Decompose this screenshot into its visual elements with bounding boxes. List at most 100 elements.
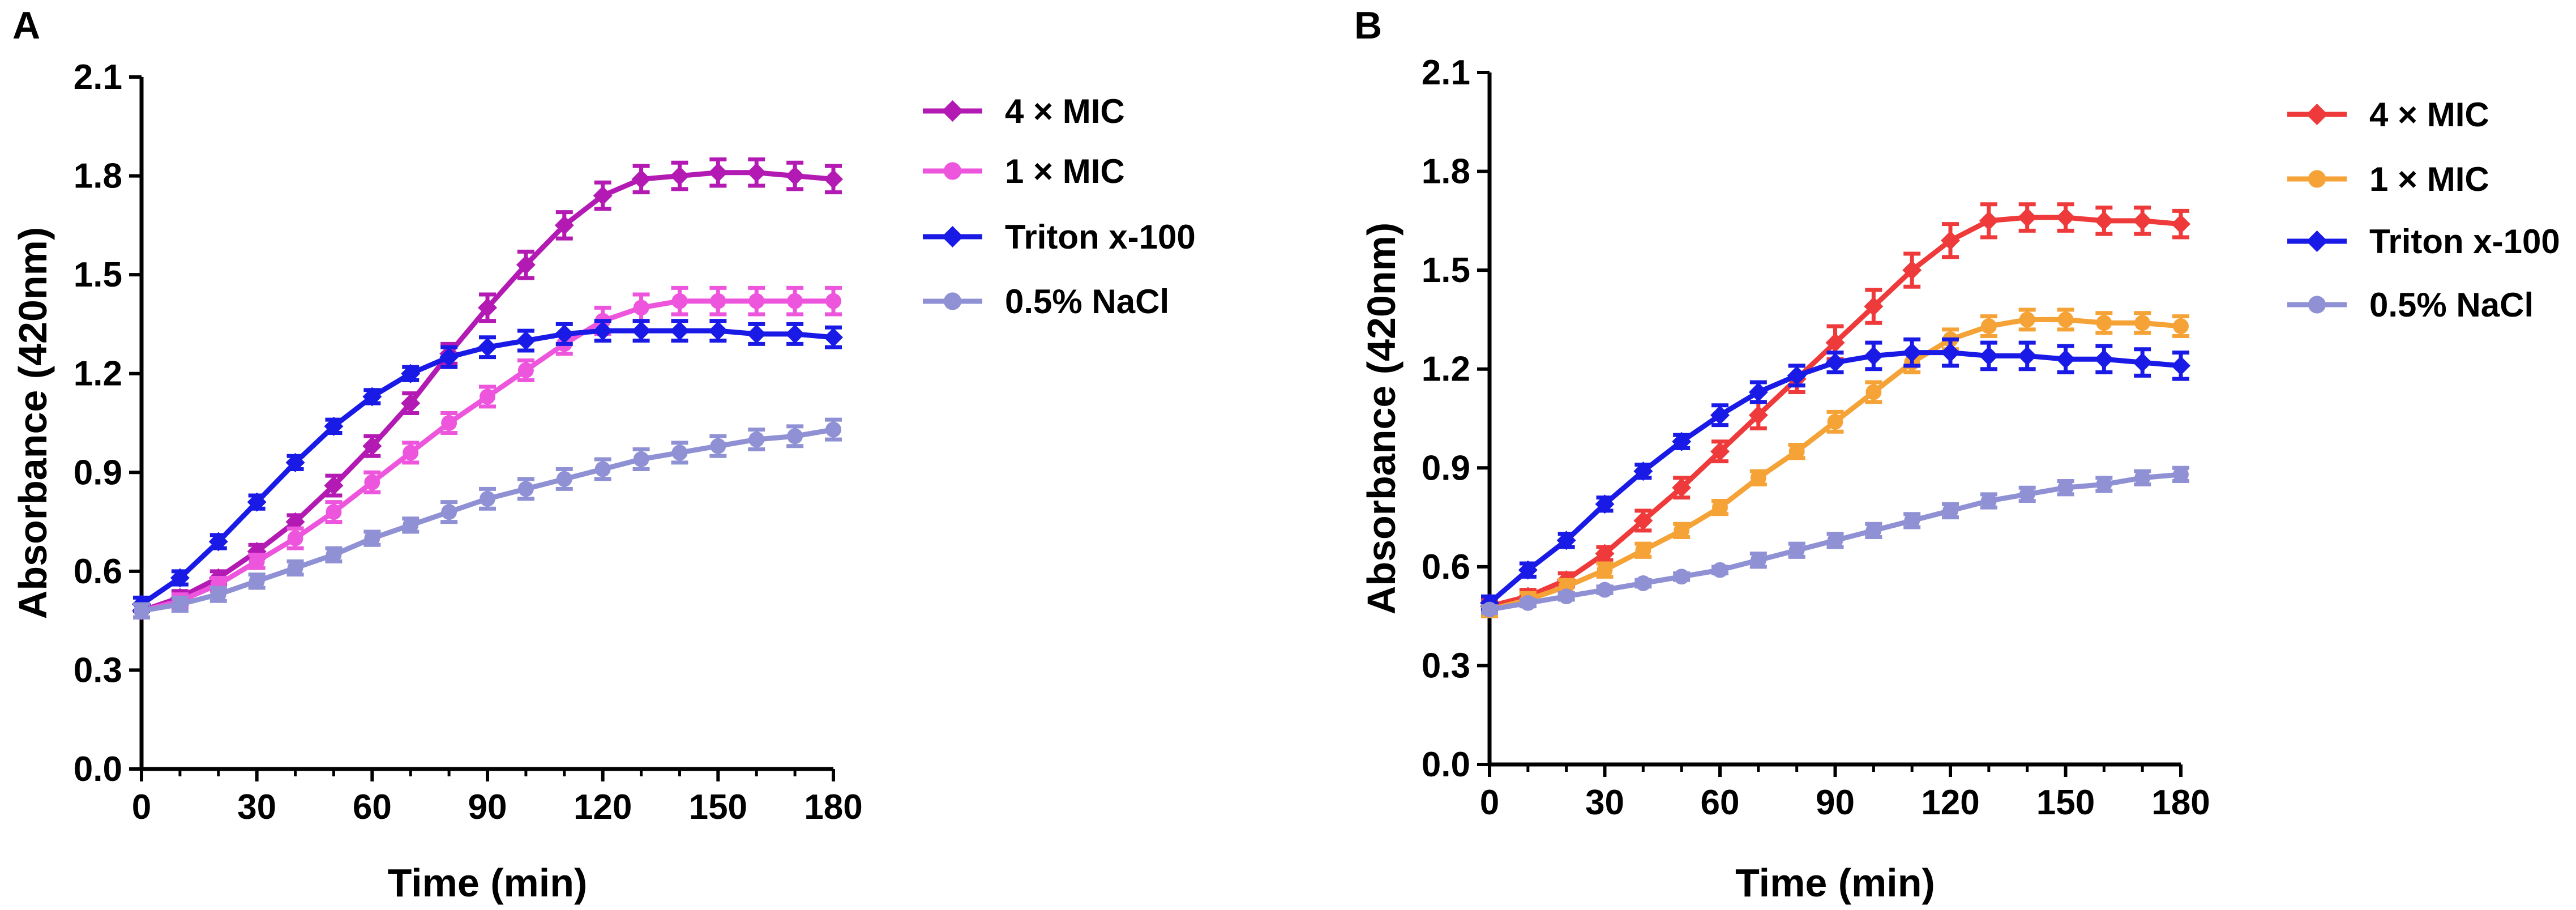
data-point bbox=[785, 324, 805, 344]
legend-label: Triton x-100 bbox=[1005, 218, 1196, 256]
panel-b: B 0.0 0.3 0.6 0.9 1.2 1.5 1.8 2.1 0 30 60 90 120 150 18… bbox=[1354, 4, 2560, 905]
legend-item: 4 × MIC bbox=[2287, 96, 2489, 134]
legend-label: 4 × MIC bbox=[1005, 92, 1125, 130]
x-tick-label: 90 bbox=[468, 788, 507, 827]
data-point bbox=[441, 415, 457, 431]
data-point bbox=[1710, 405, 1730, 425]
data-point bbox=[1712, 562, 1728, 578]
data-point bbox=[1518, 560, 1538, 580]
data-point bbox=[594, 461, 611, 477]
x-axis-title: Time (min) bbox=[388, 861, 588, 905]
data-point bbox=[362, 436, 382, 456]
data-point bbox=[671, 293, 688, 309]
data-point bbox=[324, 476, 344, 495]
data-point bbox=[478, 337, 497, 357]
data-point bbox=[247, 492, 267, 512]
y-tick-label: 1.5 bbox=[1422, 251, 1470, 290]
y-axis-title: Absorbance (420nm) bbox=[11, 227, 55, 619]
panel-a: A 0.0 0.3 0.6 0.9 1.2 1.5 1.8 2.1 0 30 60 90 120 150 18… bbox=[11, 4, 1196, 905]
data-point bbox=[2171, 356, 2190, 375]
data-point bbox=[554, 215, 574, 235]
data-point bbox=[401, 364, 421, 383]
series-3 bbox=[1480, 337, 2190, 613]
data-point bbox=[708, 321, 728, 341]
data-point bbox=[2134, 469, 2151, 486]
data-point bbox=[747, 324, 767, 344]
series-4 bbox=[133, 417, 842, 620]
x-tick-label: 180 bbox=[804, 788, 862, 827]
data-point bbox=[1595, 544, 1615, 563]
legend-label: Triton x-100 bbox=[2369, 223, 2560, 260]
data-point bbox=[710, 293, 726, 309]
legend-label: 1 × MIC bbox=[1005, 152, 1125, 190]
y-tick-label: 1.8 bbox=[1422, 152, 1470, 191]
data-point bbox=[1633, 462, 1653, 481]
data-point bbox=[2017, 208, 2037, 228]
data-point bbox=[1979, 346, 1999, 366]
data-point bbox=[1979, 211, 1999, 230]
data-point bbox=[1902, 343, 1922, 362]
data-point bbox=[516, 331, 536, 351]
legend-item: 1 × MIC bbox=[923, 152, 1125, 190]
data-point bbox=[2133, 353, 2153, 373]
x-tick-label: 60 bbox=[353, 788, 392, 827]
data-point bbox=[593, 186, 613, 206]
data-point bbox=[1864, 297, 1884, 317]
data-point bbox=[1674, 569, 1690, 585]
data-point bbox=[1788, 542, 1805, 558]
series-line bbox=[1487, 350, 2184, 606]
data-point bbox=[1556, 531, 1576, 550]
data-point bbox=[633, 451, 649, 467]
data-point bbox=[1595, 494, 1615, 514]
data-point bbox=[285, 452, 305, 472]
data-point bbox=[401, 394, 421, 413]
data-point bbox=[478, 298, 497, 318]
legend-swatch-marker bbox=[942, 226, 964, 247]
data-point bbox=[2173, 466, 2189, 482]
data-point bbox=[2019, 311, 2035, 328]
data-point bbox=[747, 163, 767, 182]
legend-label: 0.5% NaCl bbox=[2369, 286, 2534, 324]
data-point bbox=[1788, 443, 1805, 460]
legend-label: 4 × MIC bbox=[2369, 96, 2489, 134]
data-point bbox=[824, 169, 843, 189]
data-point bbox=[2057, 480, 2074, 496]
data-point bbox=[631, 321, 651, 341]
data-point bbox=[825, 293, 841, 309]
legend: 4 × MIC 1 × MIC Triton x-100 0.5% NaCl bbox=[923, 92, 1196, 321]
y-tick-label: 0.6 bbox=[1422, 548, 1470, 587]
legend: 4 × MIC 1 × MIC Triton x-100 0.5% NaCl bbox=[2287, 96, 2560, 324]
data-point bbox=[556, 471, 572, 487]
data-point bbox=[1633, 511, 1653, 531]
y-tick-label: 0.9 bbox=[1422, 448, 1470, 488]
y-tick-label: 1.8 bbox=[74, 157, 122, 196]
data-point bbox=[631, 169, 651, 189]
data-point bbox=[324, 416, 344, 436]
y-tick-label: 0.6 bbox=[74, 552, 122, 591]
series-line bbox=[139, 328, 836, 607]
data-point bbox=[2017, 346, 2037, 366]
data-point bbox=[748, 431, 765, 448]
data-point bbox=[1942, 502, 1958, 519]
y-tick-label: 2.1 bbox=[1422, 53, 1470, 92]
data-point bbox=[1520, 595, 1536, 611]
data-point bbox=[2094, 349, 2114, 369]
series-4 bbox=[1481, 465, 2189, 618]
data-point bbox=[326, 546, 342, 563]
data-point bbox=[1864, 346, 1884, 366]
legend-swatch-marker bbox=[942, 100, 964, 122]
y-tick-label: 2.1 bbox=[74, 58, 122, 97]
legend-item: Triton x-100 bbox=[923, 218, 1196, 256]
data-point bbox=[1635, 575, 1651, 591]
data-point bbox=[364, 474, 380, 490]
data-point bbox=[2173, 318, 2189, 335]
data-point bbox=[710, 438, 726, 454]
data-point bbox=[1865, 384, 1882, 400]
x-tick-label: 120 bbox=[574, 788, 632, 827]
data-point bbox=[1674, 522, 1690, 539]
data-point bbox=[517, 362, 534, 378]
y-tick-label: 1.2 bbox=[1422, 350, 1470, 389]
x-axis-title: Time (min) bbox=[1735, 861, 1935, 905]
data-point bbox=[2057, 311, 2074, 328]
x-tick-label: 120 bbox=[1921, 783, 1979, 822]
